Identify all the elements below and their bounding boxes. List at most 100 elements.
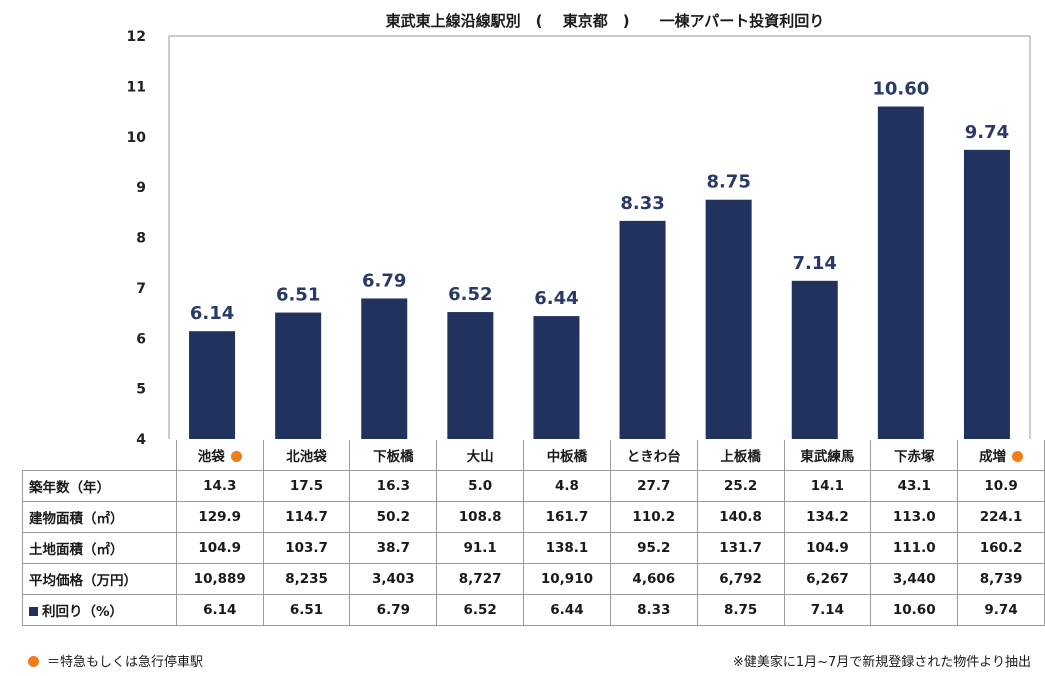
table-cell: 6.14 (175, 594, 264, 626)
station-header: 池袋 (175, 440, 264, 471)
express-stop-dot-icon (1012, 451, 1024, 462)
table-cell: 4.8 (523, 470, 611, 502)
bar (189, 331, 236, 439)
row-header: 平均価格（万円） (22, 563, 177, 595)
station-name: 中板橋 (546, 449, 588, 465)
table-cell: 8.75 (696, 594, 785, 626)
table-cell: 131.7 (696, 532, 785, 564)
row-header: 築年数（年） (22, 470, 177, 502)
station-name: 北池袋 (286, 449, 327, 465)
bar (963, 149, 1010, 439)
table-cell: 8,739 (957, 563, 1045, 595)
y-tick-label: 9 (136, 180, 146, 196)
table-cell: 10.9 (957, 470, 1045, 502)
table-cell: 8,235 (262, 563, 351, 595)
y-tick-label: 10 (127, 130, 147, 146)
y-axis: 4 5 6 7 8 9 10 11 12 (127, 29, 147, 445)
table-cell: 224.1 (957, 501, 1045, 533)
station-name: 上板橋 (720, 449, 761, 465)
table-cell: 111.0 (870, 532, 959, 564)
row-header: 土地面積（㎡） (22, 532, 177, 564)
bar (275, 312, 322, 439)
bar-value-label: 8.75 (706, 172, 750, 193)
bar (705, 199, 752, 439)
table-cell: 38.7 (349, 532, 438, 564)
y-tick-label: 8 (136, 231, 146, 247)
table-cell: 104.9 (175, 532, 264, 564)
table-cell: 104.9 (783, 532, 872, 564)
station-header: 下板橋 (349, 440, 438, 471)
table-row: 築年数（年） 14.3 17.5 16.3 5.0 4.8 27.7 25.2 14.1 43.1… (22, 470, 1045, 502)
row-header: 利回り（%） (22, 594, 177, 626)
station-name: 東武練馬 (800, 449, 855, 465)
table-cell: 9.74 (957, 594, 1045, 626)
station-header: 上板橋 (696, 440, 785, 471)
station-header: 下赤塚 (870, 440, 959, 471)
bar-value-label: 6.51 (276, 285, 320, 306)
table-cell: 7.14 (783, 594, 872, 626)
table-cell: 160.2 (957, 532, 1045, 564)
bar (447, 312, 494, 439)
station-header: 成増 (957, 440, 1045, 471)
bar-value-label: 6.52 (448, 284, 492, 305)
table-cell: 103.7 (262, 532, 351, 564)
station-header: 東武練馬 (783, 440, 872, 471)
table-row: 建物面積（㎡） 129.9 114.7 50.2 108.8 161.7 110.2 140.… (22, 501, 1045, 533)
y-tick-label: 4 (136, 432, 146, 445)
table-cell: 113.0 (870, 501, 959, 533)
table-cell: 3,403 (349, 563, 438, 595)
table-cell: 16.3 (349, 470, 438, 502)
data-table: 池袋 北池袋 下板橋 大山 中板橋 ときわ台 上板橋 東武練馬 下赤塚 成増 築年数（年） 14.3 1… (22, 440, 1045, 626)
bar-value-label: 10.60 (872, 79, 929, 100)
table-corner (22, 440, 177, 471)
y-tick-label: 12 (127, 29, 146, 45)
station-name: 下板橋 (373, 449, 414, 465)
table-cell: 129.9 (175, 501, 264, 533)
value-labels: 6.14 6.51 6.79 6.52 6.44 8.33 8.75 7.14 10.60 9.7… (190, 79, 1009, 325)
table-cell: 10,910 (523, 563, 611, 595)
table-row: 利回り（%） 6.14 6.51 6.79 6.52 6.44 8.33 8.75 7.14 10… (22, 594, 1045, 626)
table-cell: 6,267 (783, 563, 872, 595)
table-cell: 138.1 (523, 532, 611, 564)
bar-value-label: 8.33 (620, 193, 664, 214)
table-cell: 5.0 (436, 470, 525, 502)
table-row: 平均価格（万円） 10,889 8,235 3,403 8,727 10,910 4,606… (22, 563, 1045, 595)
y-tick-label: 11 (127, 79, 146, 95)
table-cell: 10.60 (870, 594, 959, 626)
row-header-label: 利回り（%） (42, 604, 124, 620)
table-cell: 8.33 (609, 594, 698, 626)
bar-value-label: 9.74 (965, 122, 1009, 143)
table-cell: 4,606 (609, 563, 698, 595)
station-header: 大山 (436, 440, 525, 471)
table-cell: 95.2 (609, 532, 698, 564)
bars (189, 106, 1010, 440)
table-cell: 14.3 (175, 470, 264, 502)
table-cell: 161.7 (523, 501, 611, 533)
table-cell: 6.44 (523, 594, 611, 626)
table-cell: 6.51 (262, 594, 351, 626)
bar (877, 106, 924, 440)
orange-dot-icon (28, 656, 39, 667)
station-name: 成増 (979, 449, 1007, 465)
table-cell: 108.8 (436, 501, 525, 533)
bar-value-label: 6.79 (362, 270, 406, 291)
express-note-text: ＝特急もしくは急行停車駅 (47, 655, 204, 670)
row-header-label: 平均価格（万円） (29, 573, 137, 589)
express-stop-dot-icon (230, 451, 242, 462)
row-header-label: 土地面積（㎡） (29, 542, 124, 558)
table-cell: 8,727 (436, 563, 525, 595)
bar-value-label: 7.14 (793, 253, 837, 274)
legend-express-note: ＝特急もしくは急行停車駅 (28, 651, 203, 670)
table-cell: 91.1 (436, 532, 525, 564)
table-cell: 140.8 (696, 501, 785, 533)
station-name: 下赤塚 (893, 449, 935, 465)
y-tick-label: 6 (136, 331, 146, 347)
table-cell: 6.79 (349, 594, 438, 626)
table-cell: 27.7 (609, 470, 698, 502)
station-name: 大山 (466, 449, 494, 465)
source-note: ※健美家に1月~7月で新規登録された物件より抽出 (732, 655, 1031, 670)
bar-value-label: 6.14 (190, 303, 234, 324)
table-cell: 14.1 (783, 470, 872, 502)
table-cell: 10,889 (175, 563, 264, 595)
bar (619, 220, 666, 439)
